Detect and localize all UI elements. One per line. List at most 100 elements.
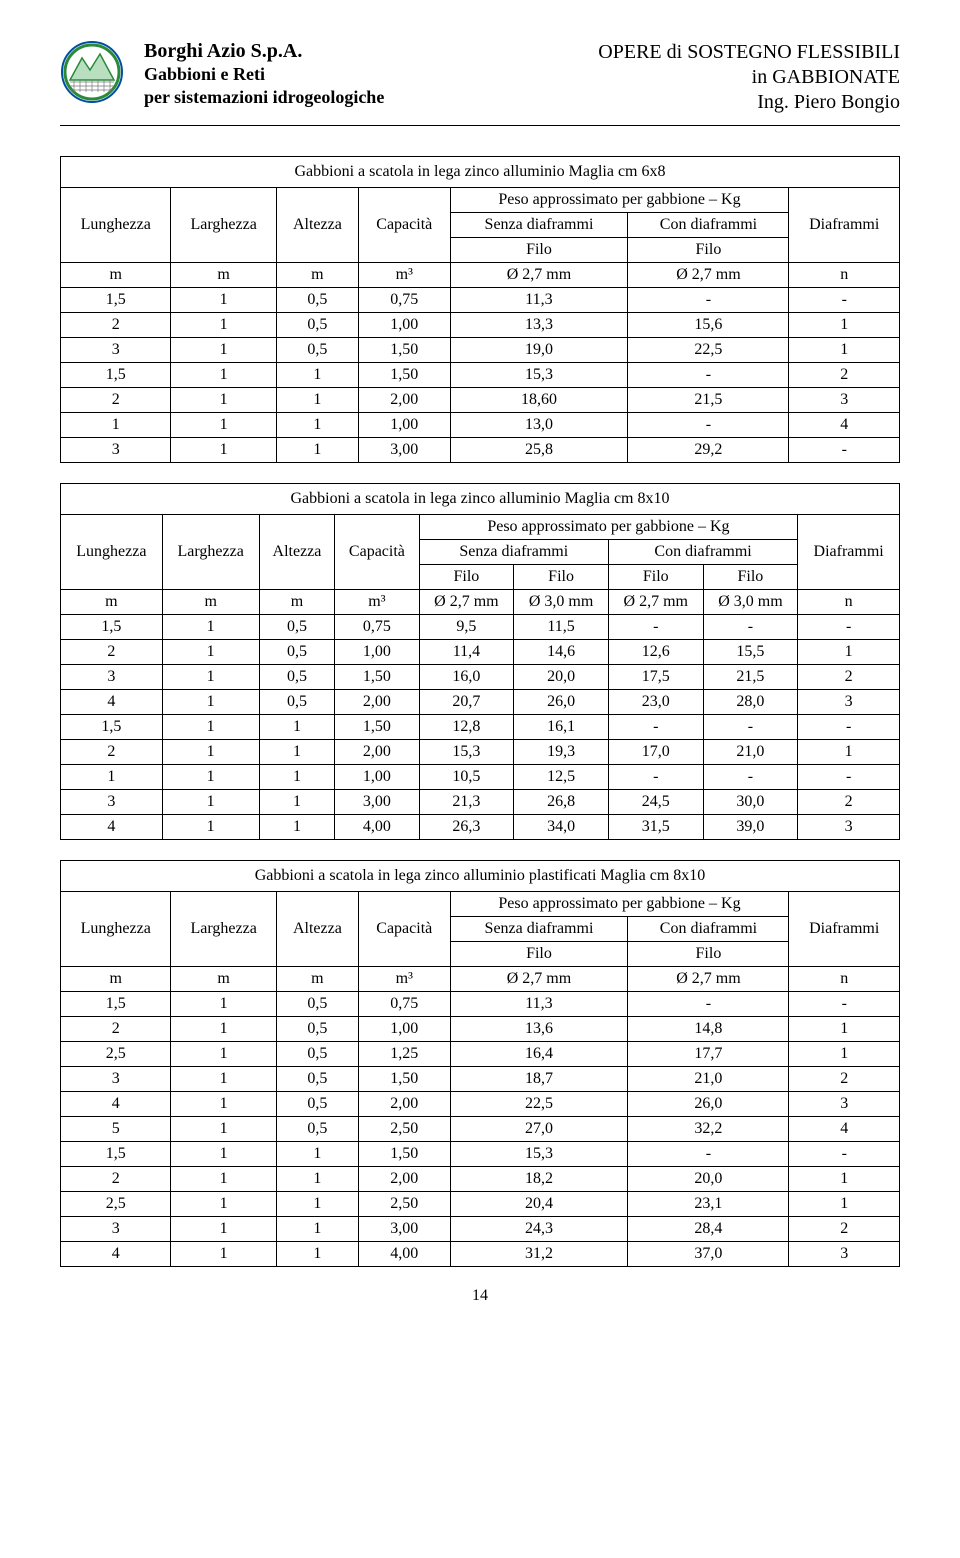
unit-cell: n (789, 263, 900, 288)
sub-header: Senza diaframmi (450, 213, 628, 238)
data-cell: 1 (162, 790, 259, 815)
data-cell: 1 (789, 1042, 900, 1067)
unit-cell: Ø 2,7 mm (628, 263, 789, 288)
col-header: Altezza (276, 892, 358, 967)
data-cell: 1 (789, 1017, 900, 1042)
data-cell: 26,0 (514, 690, 609, 715)
data-cell: 1,00 (335, 765, 419, 790)
header-left: Borghi Azio S.p.A. Gabbioni e Reti per s… (144, 40, 598, 108)
data-cell: 0,5 (276, 1117, 358, 1142)
unit-cell: Ø 3,0 mm (703, 590, 798, 615)
data-cell: 3 (61, 665, 163, 690)
data-cell: 2 (61, 740, 163, 765)
unit-cell: Ø 3,0 mm (514, 590, 609, 615)
data-cell: 0,5 (259, 615, 335, 640)
data-cell: - (628, 288, 789, 313)
data-cell: 2 (61, 1167, 171, 1192)
data-cell: 11,4 (419, 640, 514, 665)
data-cell: - (608, 615, 703, 640)
data-cell: 1 (171, 438, 276, 463)
col-header: Lunghezza (61, 892, 171, 967)
data-cell: 17,0 (608, 740, 703, 765)
col-header: Capacità (358, 892, 450, 967)
data-cell: 11,3 (450, 288, 628, 313)
sub-header: Con diaframmi (628, 917, 789, 942)
data-cell: 2 (789, 1217, 900, 1242)
sub-header-filo: Filo (628, 238, 789, 263)
data-cell: 4 (61, 690, 163, 715)
data-cell: 1 (789, 1192, 900, 1217)
table-row: 310,51,5016,020,017,521,52 (61, 665, 900, 690)
sub-header-filo: Filo (419, 565, 514, 590)
page-header: Borghi Azio S.p.A. Gabbioni e Reti per s… (60, 40, 900, 115)
data-cell: 1 (162, 740, 259, 765)
data-cell: 1 (276, 1142, 358, 1167)
data-cell: 1 (171, 338, 276, 363)
sub-header-filo: Filo (450, 942, 628, 967)
data-cell: 1 (259, 815, 335, 840)
table-title: Gabbioni a scatola in lega zinco allumin… (61, 861, 900, 892)
data-cell: 12,5 (514, 765, 609, 790)
data-cell: - (789, 992, 900, 1017)
data-cell: 1 (276, 1192, 358, 1217)
data-cell: 2 (61, 388, 171, 413)
data-cell: - (628, 413, 789, 438)
data-cell: 1 (61, 413, 171, 438)
data-cell: 0,5 (259, 640, 335, 665)
data-cell: 1 (162, 690, 259, 715)
table-title: Gabbioni a scatola in lega zinco allumin… (61, 157, 900, 188)
data-cell: - (798, 765, 900, 790)
company-subline-1: Gabbioni e Reti (144, 63, 598, 86)
data-cell: 1 (259, 715, 335, 740)
data-cell: 3 (789, 1242, 900, 1267)
data-cell: 26,8 (514, 790, 609, 815)
col-header: Lunghezza (61, 515, 163, 590)
data-cell: 28,4 (628, 1217, 789, 1242)
data-cell: 1,25 (358, 1042, 450, 1067)
data-cell: 20,0 (628, 1167, 789, 1192)
data-cell: 1 (276, 1167, 358, 1192)
page: Borghi Azio S.p.A. Gabbioni e Reti per s… (0, 0, 960, 1335)
col-header-peso: Peso approssimato per gabbione – Kg (450, 188, 789, 213)
data-cell: 1 (162, 815, 259, 840)
data-cell: - (798, 715, 900, 740)
data-cell: 2,5 (61, 1192, 171, 1217)
sub-header-filo: Filo (703, 565, 798, 590)
data-cell: 1,50 (358, 1142, 450, 1167)
data-cell: 1,5 (61, 363, 171, 388)
data-cell: 3 (798, 815, 900, 840)
unit-cell: m (162, 590, 259, 615)
data-cell: 0,5 (276, 313, 358, 338)
data-cell: 21,0 (628, 1067, 789, 1092)
data-cell: 39,0 (703, 815, 798, 840)
data-cell: 17,5 (608, 665, 703, 690)
table-row: 2112,0018,6021,53 (61, 388, 900, 413)
data-cell: 14,8 (628, 1017, 789, 1042)
data-cell: 4 (789, 1117, 900, 1142)
data-cell: 1 (171, 992, 276, 1017)
data-cell: 28,0 (703, 690, 798, 715)
data-cell: 23,0 (608, 690, 703, 715)
unit-cell: m (171, 967, 276, 992)
data-cell: 3 (798, 690, 900, 715)
table-row: 3113,0024,328,42 (61, 1217, 900, 1242)
unit-cell: m³ (335, 590, 419, 615)
data-cell: 30,0 (703, 790, 798, 815)
company-name: Borghi Azio S.p.A. (144, 40, 598, 63)
data-cell: 24,3 (450, 1217, 628, 1242)
data-cell: 2,00 (335, 740, 419, 765)
data-cell: 1,5 (61, 288, 171, 313)
data-cell: 15,3 (419, 740, 514, 765)
table-row: 310,51,5019,022,51 (61, 338, 900, 363)
sub-header-filo: Filo (450, 238, 628, 263)
unit-cell: Ø 2,7 mm (608, 590, 703, 615)
unit-cell: m (259, 590, 335, 615)
data-cell: 11,5 (514, 615, 609, 640)
unit-cell: n (798, 590, 900, 615)
col-header: Larghezza (162, 515, 259, 590)
sub-header: Con diaframmi (608, 540, 797, 565)
data-cell: 14,6 (514, 640, 609, 665)
data-cell: 3,00 (358, 1217, 450, 1242)
table-row: 210,51,0013,614,81 (61, 1017, 900, 1042)
data-cell: 2 (798, 790, 900, 815)
